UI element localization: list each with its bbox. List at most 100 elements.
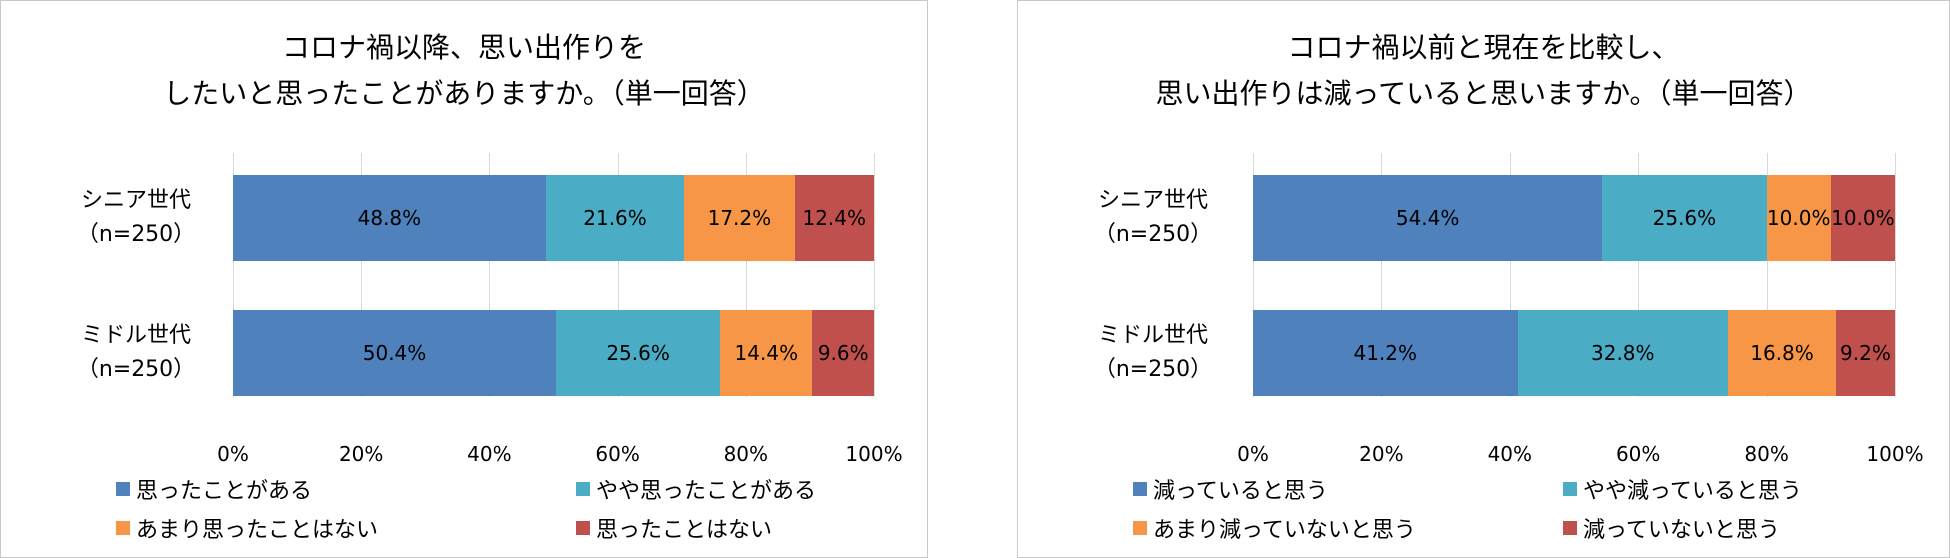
chart-title-line-1: コロナ禍以降、思い出作りを: [281, 31, 646, 64]
legend-swatch: [116, 482, 130, 496]
legend-label: 減っていると思う: [1153, 479, 1328, 504]
bar-segment: 14.4%: [720, 310, 813, 396]
gridline: [745, 153, 747, 397]
legend-item: 思ったことはない: [576, 512, 772, 544]
legend-swatch: [1563, 482, 1577, 496]
gridline: [1381, 153, 1383, 397]
chart-title-line-2: 思い出作りは減っていると思いますか。（単一回答）: [1155, 77, 1812, 110]
chart-title-line-1: コロナ禍以前と現在を比較し、: [1287, 31, 1680, 64]
bar-segment: 9.6%: [812, 310, 874, 396]
chart-title: コロナ禍以前と現在を比較し、 思い出作りは減っていると思いますか。（単一回答）: [1018, 25, 1949, 117]
data-label: 25.6%: [1652, 206, 1717, 230]
bar-segment: 21.6%: [545, 175, 685, 261]
x-tick-label: 60%: [1615, 442, 1661, 466]
data-label: 9.2%: [1840, 341, 1891, 365]
legend-swatch: [116, 521, 130, 535]
plot-area: 48.8% 21.6% 17.2% 12.4% 50.4% 25.6% 14.4% 9.6%: [233, 153, 875, 397]
bar-segment: 25.6%: [1602, 175, 1767, 261]
category-label: シニア世代 （n=250）: [46, 184, 226, 252]
x-tick-label: 0%: [1237, 442, 1269, 466]
bar-segment: 16.8%: [1728, 310, 1836, 396]
data-label: 41.2%: [1353, 341, 1418, 365]
category-name: シニア世代: [80, 188, 191, 213]
x-tick-label: 40%: [1487, 442, 1533, 466]
legend-label: あまり思ったことはない: [136, 518, 379, 543]
category-n: （n=250）: [1093, 222, 1213, 247]
legend-swatch: [576, 521, 590, 535]
legend-label: 思ったことがある: [136, 479, 313, 504]
category-n: （n=250）: [76, 222, 196, 247]
x-tick-label: 60%: [595, 442, 640, 466]
data-label: 16.8%: [1750, 341, 1814, 365]
gridline: [1638, 153, 1640, 397]
x-tick-label: 40%: [467, 442, 512, 466]
data-label: 48.8%: [357, 206, 422, 230]
legend-item: 減っていないと思う: [1563, 512, 1780, 544]
legend-item: 思ったことがある: [116, 473, 312, 505]
legend-swatch: [1133, 521, 1147, 535]
legend-swatch: [576, 482, 590, 496]
gridline: [361, 153, 363, 397]
gridline: [233, 153, 234, 397]
category-name: シニア世代: [1097, 188, 1208, 213]
gridline: [1766, 153, 1768, 397]
category-label: シニア世代 （n=250）: [1063, 184, 1243, 252]
gridline: [874, 153, 875, 397]
x-tick-label: 20%: [338, 442, 384, 466]
data-label: 9.6%: [817, 341, 869, 365]
x-tick-label: 80%: [723, 442, 769, 466]
data-label: 54.4%: [1395, 206, 1460, 230]
bar-segment: 25.6%: [556, 310, 721, 396]
data-label: 50.4%: [362, 341, 427, 365]
legend-label: あまり減っていないと思う: [1153, 518, 1416, 543]
bar-segment: 41.2%: [1253, 310, 1518, 396]
legend-label: 減っていないと思う: [1583, 518, 1780, 543]
bar-segment: 17.2%: [684, 175, 795, 261]
chart-title: コロナ禍以降、思い出作りを したいと思ったことがありますか。（単一回答）: [1, 25, 927, 117]
bar-segment: 10.0%: [1766, 175, 1831, 261]
chart-panel-right: コロナ禍以前と現在を比較し、 思い出作りは減っていると思いますか。（単一回答） …: [1017, 0, 1950, 558]
bar-segment: 50.4%: [233, 310, 557, 396]
legend-label: やや減っていると思う: [1583, 479, 1802, 504]
gridline: [617, 153, 619, 397]
bar-segment: 32.8%: [1517, 310, 1729, 396]
x-tick-label: 20%: [1359, 442, 1404, 466]
category-label: ミドル世代 （n=250）: [1063, 319, 1243, 387]
x-tick-label: 100%: [1866, 442, 1924, 466]
gridline: [1895, 153, 1896, 397]
data-label: 32.8%: [1591, 341, 1655, 365]
data-label: 25.6%: [606, 341, 670, 365]
category-name: ミドル世代: [1097, 323, 1208, 348]
data-label: 14.4%: [734, 341, 799, 365]
bar-segment: 12.4%: [794, 175, 874, 261]
data-label: 21.6%: [583, 206, 647, 230]
legend-label: やや思ったことがある: [596, 479, 817, 504]
legend-item: やや減っていると思う: [1563, 473, 1802, 505]
bar-segment: 54.4%: [1253, 175, 1603, 261]
category-n: （n=250）: [1093, 357, 1213, 382]
x-tick-label: 0%: [217, 442, 249, 466]
bar-segment: 9.2%: [1835, 310, 1895, 396]
legend-swatch: [1563, 521, 1577, 535]
category-n: （n=250）: [76, 357, 196, 382]
data-label: 17.2%: [707, 206, 772, 230]
bar-segment: 48.8%: [233, 175, 546, 261]
chart-panel-left: コロナ禍以降、思い出作りを したいと思ったことがありますか。（単一回答） 48.…: [0, 0, 928, 558]
data-label: 10.0%: [1766, 206, 1831, 230]
legend-item: 減っていると思う: [1133, 473, 1328, 505]
x-tick-label: 80%: [1744, 442, 1789, 466]
legend-item: あまり減っていないと思う: [1133, 512, 1416, 544]
bar-segment: 10.0%: [1830, 175, 1895, 261]
gridline: [1509, 153, 1511, 397]
category-name: ミドル世代: [80, 323, 191, 348]
legend-item: やや思ったことがある: [576, 473, 816, 505]
legend-label: 思ったことはない: [596, 518, 773, 543]
chart-title-line-2: したいと思ったことがありますか。（単一回答）: [163, 77, 765, 110]
legend-swatch: [1133, 482, 1147, 496]
plot-area: 54.4% 25.6% 10.0% 10.0% 41.2% 32.8% 16.8% 9.2%: [1253, 153, 1896, 397]
data-label: 10.0%: [1831, 206, 1895, 230]
data-label: 12.4%: [802, 206, 867, 230]
gridline: [1253, 153, 1254, 397]
gridline: [489, 153, 491, 397]
legend-item: あまり思ったことはない: [116, 512, 378, 544]
